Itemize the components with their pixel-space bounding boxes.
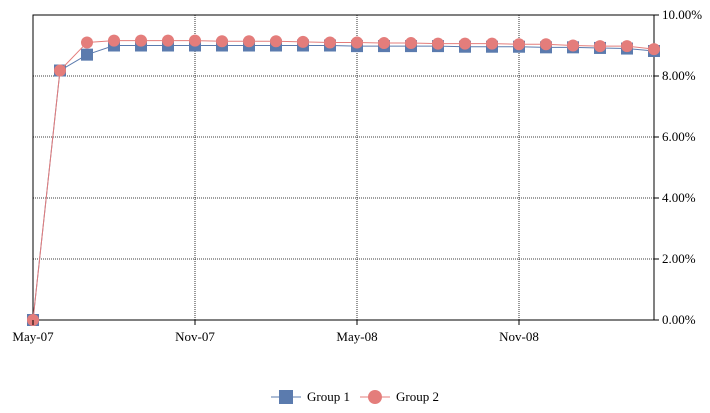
data-point-circle <box>594 40 606 53</box>
data-point-circle <box>351 36 363 49</box>
x-tick-label: Nov-08 <box>499 329 539 344</box>
legend-circle-marker-icon <box>360 390 390 404</box>
series-line <box>32 40 655 321</box>
series-1 <box>27 39 660 326</box>
data-point-circle <box>378 37 390 50</box>
legend-item-group-2: Group 2 <box>360 389 439 405</box>
data-point-circle <box>459 37 471 50</box>
legend-circle <box>368 390 382 404</box>
data-point-circle <box>297 35 309 48</box>
legend-label: Group 2 <box>396 389 439 404</box>
data-point-circle <box>513 38 525 51</box>
data-point-circle <box>567 39 579 52</box>
data-point-circle <box>405 37 417 50</box>
plot-area-frame <box>32 14 655 321</box>
data-point-circle <box>108 34 120 47</box>
y-tick-label: 0.00% <box>662 312 696 327</box>
data-point-circle <box>270 35 282 48</box>
x-tick-label: May-07 <box>12 329 54 344</box>
y-tick-label: 4.00% <box>662 190 696 205</box>
data-point-circle <box>540 38 552 51</box>
data-point-square <box>81 48 93 61</box>
legend-label: Group 1 <box>307 389 350 404</box>
x-tick-label: Nov-07 <box>175 329 215 344</box>
y-tick-label: 10.00% <box>662 7 702 22</box>
data-point-circle <box>54 64 66 77</box>
data-point-circle <box>189 34 201 47</box>
data-point-circle <box>216 35 228 48</box>
series-layer <box>27 34 660 326</box>
legend-item-group-1: Group 1 <box>271 389 350 405</box>
data-point-circle <box>648 43 660 56</box>
y-tick-label: 6.00% <box>662 129 696 144</box>
data-point-circle <box>162 34 174 47</box>
x-tick-label: May-08 <box>336 329 377 344</box>
y-tick-label: 2.00% <box>662 251 696 266</box>
grid-lines <box>33 15 654 320</box>
data-point-circle <box>432 37 444 50</box>
y-tick-label: 8.00% <box>662 68 696 83</box>
data-point-circle <box>135 34 147 47</box>
data-point-circle <box>81 36 93 49</box>
data-point-circle <box>324 36 336 49</box>
series-2 <box>27 34 660 326</box>
data-point-circle <box>243 35 255 48</box>
legend-square <box>279 390 294 404</box>
data-point-circle <box>486 37 498 50</box>
axis-labels: 0.00% 2.00% 4.00% 6.00% 8.00% 10.00% May-07 Nov… <box>12 7 702 344</box>
data-point-circle <box>621 40 633 53</box>
legend: Group 1 Group 2 <box>0 386 710 408</box>
legend-square-marker-icon <box>271 390 302 404</box>
series-line <box>32 45 655 321</box>
